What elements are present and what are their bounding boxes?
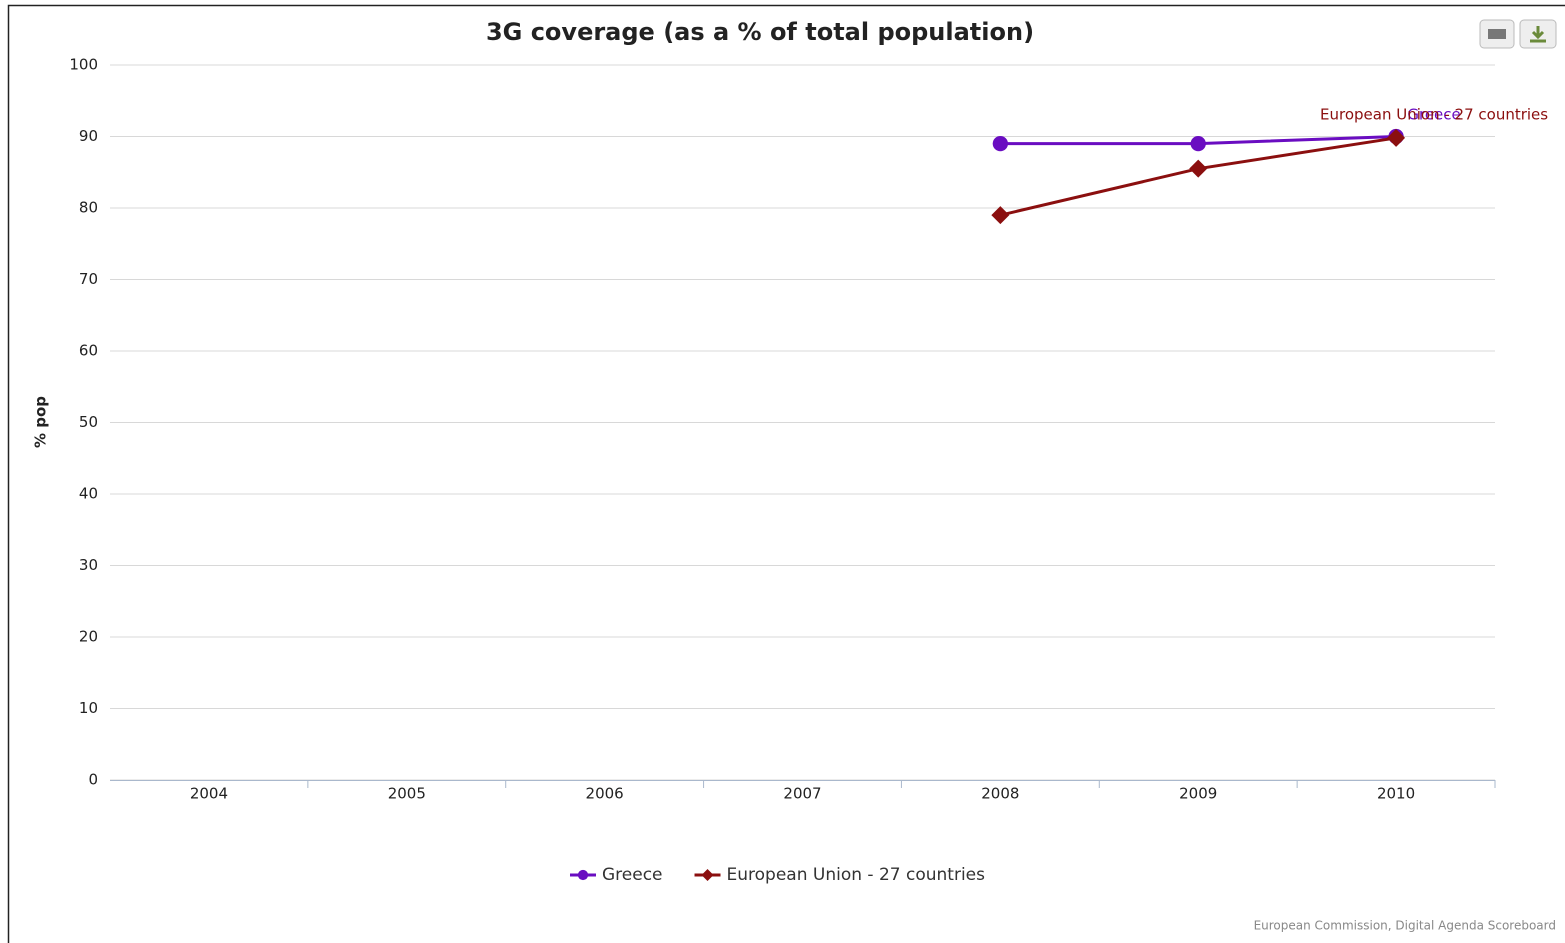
series-end-label: European Union - 27 countries [1320, 106, 1548, 124]
y-tick-label: 100 [69, 56, 98, 74]
y-tick-label: 30 [79, 556, 98, 574]
x-tick-label: 2010 [1377, 785, 1415, 803]
frame [7, 4, 1565, 943]
x-tick-label: 2009 [1179, 785, 1217, 803]
data-point [1387, 128, 1406, 147]
legend-label: Greece [602, 865, 663, 885]
legend-marker [577, 869, 589, 881]
export-button[interactable] [1519, 19, 1557, 49]
y-tick-label: 80 [79, 199, 98, 217]
credits: European Commission, Digital Agenda Scor… [1254, 919, 1556, 933]
series-end-label: Greece [1407, 106, 1460, 124]
y-tick-label: 70 [79, 270, 98, 288]
y-tick-label: 50 [79, 413, 98, 431]
legend-label: European Union - 27 countries [727, 865, 986, 885]
data-point [991, 206, 1010, 225]
print-button[interactable] [1479, 19, 1515, 49]
x-tick-label: 2006 [586, 785, 624, 803]
data-point [1189, 159, 1208, 178]
x-tick-label: 2008 [981, 785, 1019, 803]
legend-marker [701, 869, 714, 881]
data-point [1190, 136, 1206, 152]
y-axis-label: % pop [32, 396, 50, 448]
x-tick-label: 2004 [190, 785, 228, 803]
y-tick-label: 40 [79, 485, 98, 503]
y-tick-label: 10 [79, 699, 98, 717]
y-tick-label: 0 [88, 771, 98, 789]
data-point [992, 136, 1009, 152]
y-tick-label: 60 [79, 342, 98, 360]
x-tick-label: 2005 [388, 785, 426, 803]
chart-title: 3G coverage (as a % of total population) [486, 18, 1034, 46]
x-tick-label: 2007 [783, 785, 821, 803]
y-tick-label: 90 [79, 127, 98, 145]
y-tick-label: 20 [79, 628, 98, 646]
